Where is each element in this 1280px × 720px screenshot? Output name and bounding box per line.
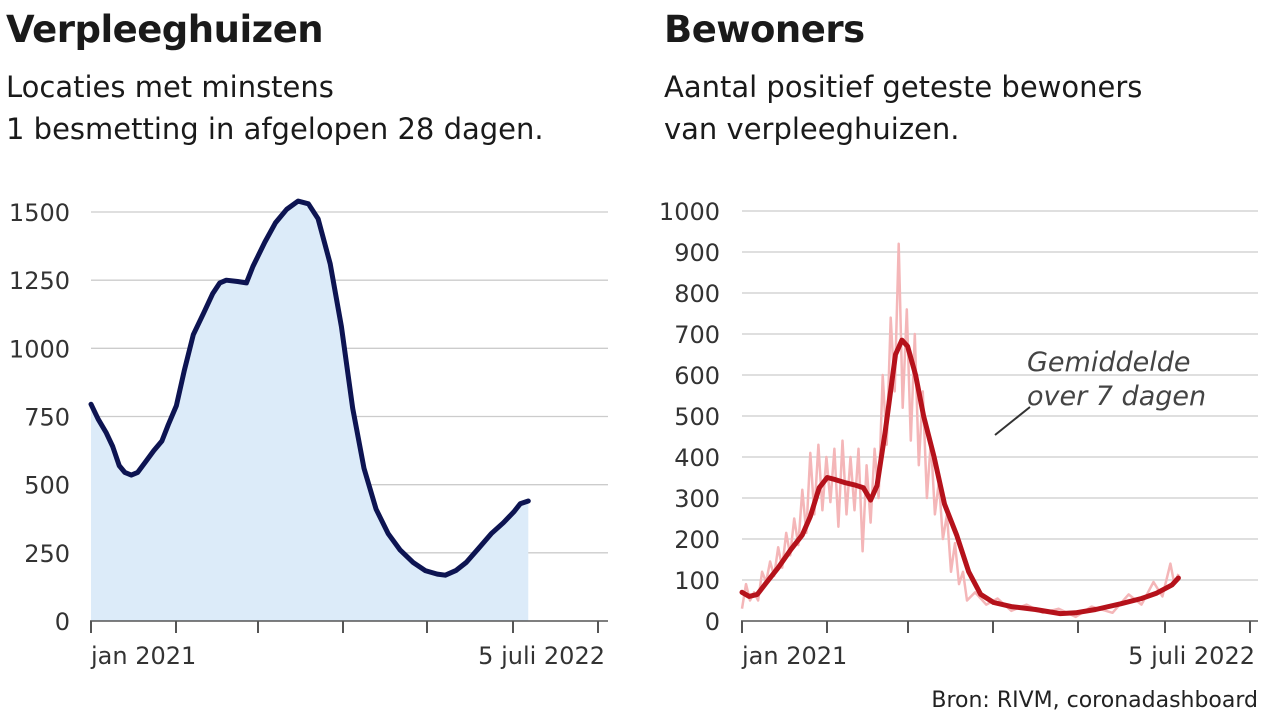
y-tick-label: 600 <box>674 362 720 390</box>
right-chart-subtitle: Aantal positief geteste bewoners van ver… <box>664 70 1143 146</box>
annotation-text: over 7 dagen <box>1027 381 1206 412</box>
y-tick-label: 800 <box>674 280 720 308</box>
right-chart: 0 100 200 300 400 500 600 700 800 900 1000 Gemiddel… <box>659 198 1258 670</box>
y-tick-label: 0 <box>55 608 70 636</box>
x-tick-label: jan 2021 <box>90 642 196 670</box>
y-tick-label: 1000 <box>9 335 70 363</box>
daily-values-line <box>740 242 1180 619</box>
y-tick-label: 1000 <box>659 198 720 226</box>
y-tick-label: 100 <box>674 567 720 595</box>
y-tick-label: 250 <box>24 540 70 568</box>
source-note: Bron: RIVM, coronadashboard <box>931 688 1258 713</box>
y-tick-label: 1500 <box>9 199 70 227</box>
y-tick-label: 750 <box>24 404 70 432</box>
y-tick-label: 200 <box>674 526 720 554</box>
y-tick-label: 900 <box>674 239 720 267</box>
y-tick-label: 400 <box>674 444 720 472</box>
y-tick-label: 700 <box>674 321 720 349</box>
y-tick-label: 500 <box>24 472 70 500</box>
annotation-leader <box>994 406 1031 436</box>
right-chart-title: Bewoners <box>664 8 865 51</box>
left-panel: Verpleeghuizen Locaties met minstens 1 b… <box>0 0 620 720</box>
left-chart-title: Verpleeghuizen <box>6 8 324 51</box>
left-chart-subtitle: Locaties met minstens 1 besmetting in af… <box>6 70 544 146</box>
annotation-text: Gemiddelde <box>1027 347 1190 378</box>
left-chart: 0 250 500 750 1000 1250 1500 jan 2021 5 juli 202… <box>9 198 608 670</box>
y-tick-label: 0 <box>705 608 720 636</box>
series-line <box>88 198 531 578</box>
x-tick-label: 5 juli 2022 <box>1128 642 1255 670</box>
area-fill <box>91 201 529 621</box>
right-panel: Bewoners Aantal positief geteste bewoner… <box>660 0 1280 720</box>
x-tick-label: 5 juli 2022 <box>478 642 605 670</box>
x-tick-label: jan 2021 <box>741 642 847 670</box>
y-tick-label: 1250 <box>9 267 70 295</box>
y-tick-label: 500 <box>674 403 720 431</box>
y-tick-label: 300 <box>674 485 720 513</box>
average-line <box>739 337 1181 617</box>
